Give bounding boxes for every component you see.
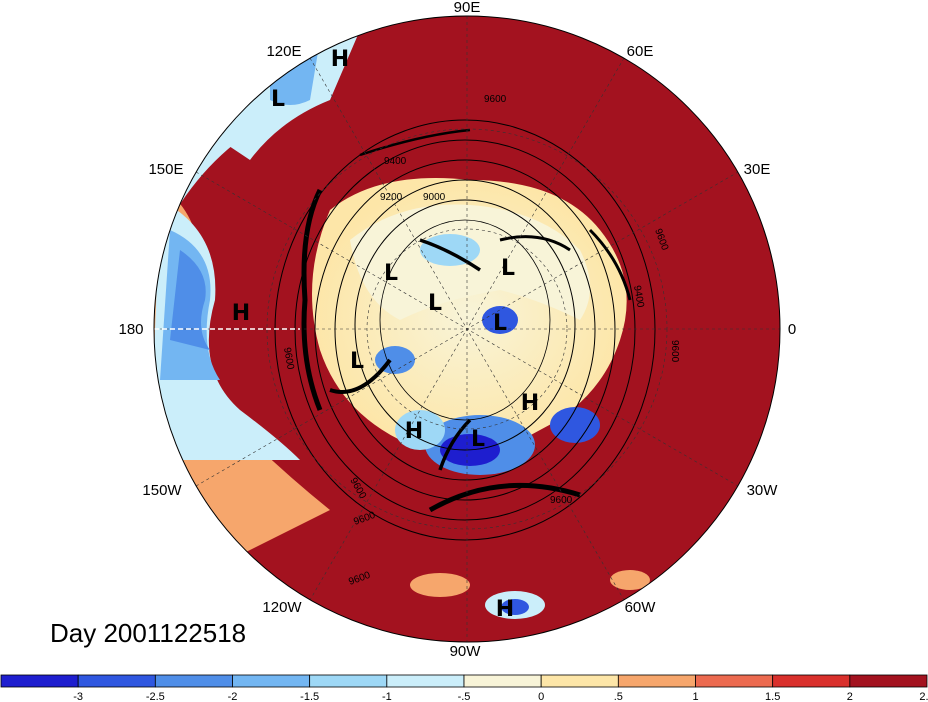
colorbar-box bbox=[386, 674, 465, 688]
low-center: L bbox=[501, 256, 515, 281]
colorbar-tick-label: -2 bbox=[228, 691, 238, 702]
contour-label: 9000 bbox=[423, 192, 446, 203]
high-center: H bbox=[405, 419, 423, 444]
colorbar-tick-label: -2.5 bbox=[146, 691, 165, 702]
high-center: H bbox=[232, 301, 250, 326]
colorbar-box bbox=[617, 674, 696, 688]
lon-label-120e: 120E bbox=[266, 43, 301, 60]
lon-label-60e: 60E bbox=[627, 43, 654, 60]
height-contours bbox=[274, 119, 656, 541]
contour-label: 9600 bbox=[550, 495, 573, 506]
colorbar-box bbox=[772, 674, 851, 688]
colorbar-tick-label: -1.5 bbox=[300, 691, 319, 702]
contour-label: 9400 bbox=[631, 285, 646, 309]
contour-label: 9600 bbox=[281, 347, 296, 371]
colorbar-box bbox=[0, 674, 79, 688]
colorbar-box bbox=[463, 674, 542, 688]
low-center: L bbox=[384, 261, 398, 286]
colorbar-box bbox=[154, 674, 233, 688]
lon-label-150e: 150E bbox=[148, 161, 183, 178]
high-center: H bbox=[521, 391, 539, 416]
globe-outline bbox=[153, 15, 781, 643]
low-center: L bbox=[428, 291, 442, 316]
low-center: L bbox=[350, 349, 364, 374]
lon-label-60w: 60W bbox=[625, 599, 657, 616]
colorbar-box bbox=[849, 674, 928, 688]
lon-label-0: 0 bbox=[788, 321, 796, 338]
colorbar-box bbox=[232, 674, 311, 688]
colorbar-tick-label: -3 bbox=[73, 691, 83, 702]
contour-label: 9600 bbox=[484, 94, 507, 105]
colorbar-box bbox=[540, 674, 619, 688]
anomaly-field bbox=[154, 16, 780, 642]
colorbar-box bbox=[77, 674, 156, 688]
colorbar-tick-label: 1 bbox=[692, 691, 698, 702]
contour-label: 9600 bbox=[669, 340, 680, 363]
lon-label-150w: 150W bbox=[142, 482, 182, 499]
lon-label-120w: 120W bbox=[262, 599, 302, 616]
colorbar: -3-2.5-2-1.5-1-.50.511.522.53 bbox=[0, 674, 928, 702]
colorbar-tick-label: 0 bbox=[538, 691, 544, 702]
colorbar-tick-label: .5 bbox=[614, 691, 623, 702]
colorbar-boxes bbox=[0, 674, 928, 688]
colorbar-ticks: -3-2.5-2-1.5-1-.50.511.522.53 bbox=[73, 691, 928, 702]
lon-label-30e: 30E bbox=[744, 161, 771, 178]
day-title: Day 2001122518 bbox=[50, 618, 247, 648]
lon-label-90w: 90W bbox=[450, 643, 482, 660]
colorbar-box bbox=[309, 674, 388, 688]
contour-label: 9200 bbox=[380, 192, 403, 203]
high-center: H bbox=[496, 597, 514, 622]
low-center: L bbox=[271, 87, 285, 112]
colorbar-tick-label: 2.5 bbox=[919, 691, 928, 702]
pressure-centers: H L L L L L H L H H L H bbox=[232, 47, 539, 622]
colorbar-box bbox=[695, 674, 774, 688]
graticule bbox=[154, 16, 780, 642]
low-center: L bbox=[471, 427, 485, 452]
low-center: L bbox=[493, 311, 507, 336]
lon-label-30w: 30W bbox=[747, 482, 779, 499]
lon-label-90e: 90E bbox=[454, 0, 481, 16]
lon-label-180: 180 bbox=[118, 321, 143, 338]
colorbar-tick-label: -.5 bbox=[458, 691, 471, 702]
colorbar-tick-label: 2 bbox=[847, 691, 853, 702]
contour-label: 9400 bbox=[384, 156, 407, 167]
high-center: H bbox=[331, 47, 349, 72]
polar-map: 90E 120E 60E 150E 30E 180 0 150W 30W 120… bbox=[118, 0, 796, 660]
colorbar-tick-label: -1 bbox=[382, 691, 392, 702]
longitude-labels: 90E 120E 60E 150E 30E 180 0 150W 30W 120… bbox=[118, 0, 796, 660]
colorbar-tick-label: 1.5 bbox=[765, 691, 780, 702]
